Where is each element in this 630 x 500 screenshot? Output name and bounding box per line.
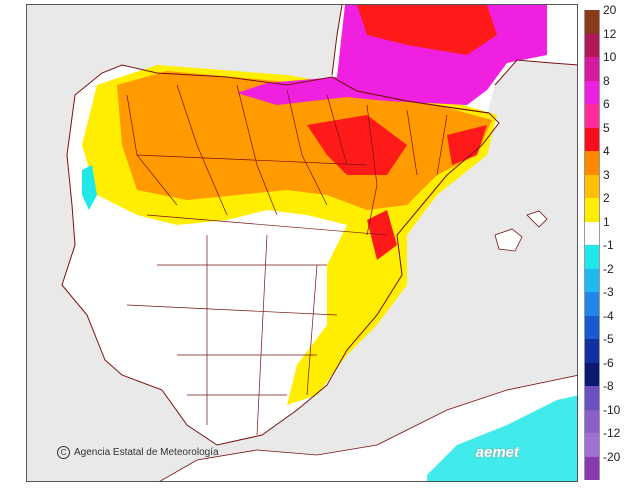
legend-tick-label: -4 [603,308,614,323]
map-canvas [61,5,577,481]
legend-tick-label: 2 [603,191,610,205]
legend-tick-label: 6 [603,97,610,111]
legend-tick-label: 12 [603,26,617,41]
legend-swatch [584,198,600,222]
legend-tick-label: -2 [603,261,614,276]
legend-tick-label: -6 [603,355,614,370]
legend-swatch [584,292,600,316]
anomaly-cold-africa [427,395,577,481]
legend-tick-label: 20 [603,3,617,17]
legend-tick-label: 5 [603,120,610,135]
legend-swatch [584,433,600,457]
legend-swatch [584,57,600,81]
legend-swatch [584,174,600,198]
balearic-islands [495,211,547,251]
anomaly-red-zone [307,5,497,260]
legend-tick-label: -8 [603,379,614,393]
legend-tick-label: 3 [603,167,610,182]
color-legend: 20 12 10 8 6 5 4 3 2 1 -1 -2 -3 -4 -5 -6 -8 -10 -12 -20 [584,4,630,480]
legend-tick-label: -5 [603,332,614,346]
legend-tick-label: 1 [603,214,610,229]
legend-tick-label: 8 [603,73,610,88]
france-spain-border [331,76,490,114]
legend-swatch [584,409,600,433]
legend-swatch [584,245,600,269]
legend-swatch [584,33,600,57]
balearic-coast [494,210,548,252]
legend-swatch [584,80,600,104]
legend-tick-label: -1 [603,238,614,252]
legend-tick-label: -12 [603,426,621,440]
coastline [61,64,500,446]
anomaly-map: C Agencia Estatal de Meteorología aemet [26,4,578,482]
legend-swatch [584,315,600,339]
aemet-logo: aemet [475,444,519,461]
legend-swatch [584,127,600,151]
africa-coast [159,375,577,481]
legend-swatch [584,339,600,363]
credit-line: C Agencia Estatal de Meteorología [57,446,219,459]
anomaly-cold-northwest [82,165,97,210]
legend-swatch [584,151,600,175]
anomaly-orange-zone [117,71,492,210]
legend-tick-label: 10 [603,50,617,64]
legend-swatch [584,104,600,128]
province-borders [126,84,448,436]
credit-text: Agencia Estatal de Meteorología [74,447,219,458]
legend-tick-label: -20 [603,449,621,464]
legend-swatch [584,10,600,34]
legend-swatch [584,362,600,386]
legend-swatch [584,386,600,410]
legend-swatch [584,268,600,292]
legend-tick-label: 4 [603,144,610,158]
legend-swatch [584,221,600,245]
legend-tick-label: -10 [603,402,621,417]
copyright-icon: C [57,446,70,459]
legend-tick-label: -3 [603,285,614,299]
legend-swatch [584,456,600,480]
france-coast [331,5,577,86]
